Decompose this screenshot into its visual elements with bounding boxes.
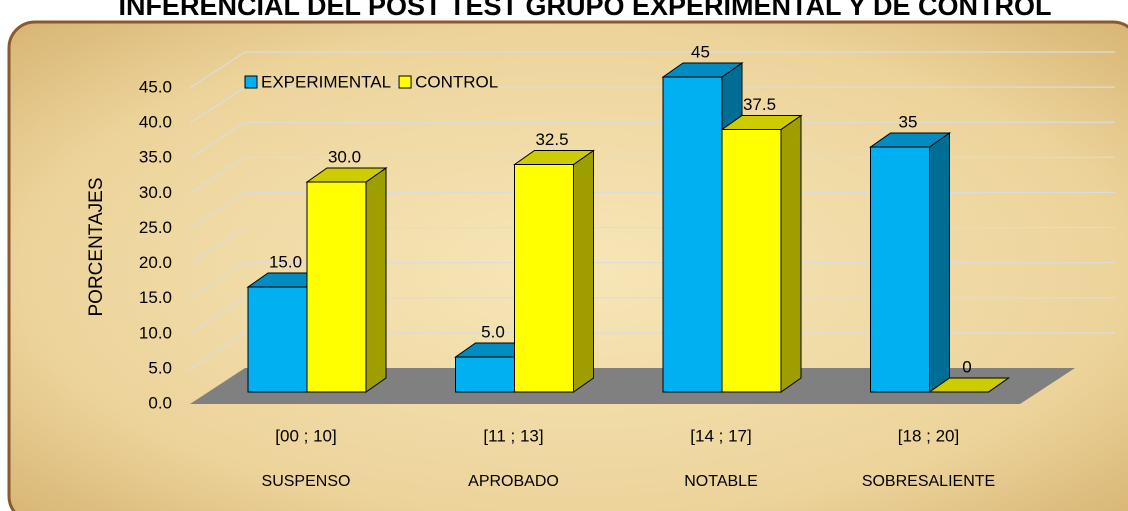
x-category-name: SUSPENSO — [262, 473, 351, 490]
bar — [870, 146, 930, 393]
grid-line — [189, 262, 1115, 300]
legend-swatch — [244, 75, 258, 89]
y-tick-label: 10.0 — [139, 323, 172, 342]
grid-line — [189, 156, 1115, 194]
bar-side — [929, 132, 950, 393]
bar — [662, 76, 723, 393]
chart-title: INFERENCIAL DEL POST TEST GRUPO EXPERIME… — [118, 0, 1051, 21]
value-label: 5.0 — [481, 322, 505, 341]
value-label: 15.0 — [269, 252, 302, 271]
grid-line — [189, 121, 1115, 159]
bar-side — [573, 149, 594, 393]
x-category-name: NOTABLE — [684, 473, 758, 490]
grid-line — [189, 191, 1115, 229]
grid-line — [189, 226, 1115, 265]
y-tick-label: 15.0 — [139, 288, 172, 307]
grid-line — [189, 332, 1115, 370]
bar — [455, 356, 515, 393]
bar-top — [927, 377, 1011, 393]
floor — [190, 368, 1075, 404]
bar — [514, 164, 574, 393]
x-tick-label: [14 ; 17] — [690, 426, 751, 445]
y-tick-label: 35.0 — [139, 148, 172, 167]
value-label: 30.0 — [328, 147, 361, 166]
value-label: 45 — [691, 42, 710, 61]
x-tick-label: [00 ; 10] — [275, 426, 336, 445]
x-tick-label: [11 ; 13] — [483, 426, 543, 445]
y-tick-label: 40.0 — [139, 113, 172, 132]
bar-side — [780, 114, 802, 393]
bar-side — [365, 167, 387, 393]
bar — [247, 286, 308, 393]
y-axis-title: PORCENTAJES — [86, 177, 107, 316]
y-tick-label: 45.0 — [139, 77, 172, 96]
y-tick-label: 5.0 — [148, 358, 172, 377]
value-label: 0 — [962, 357, 971, 376]
legend-label: CONTROL — [415, 72, 498, 91]
grid-line — [189, 297, 1115, 335]
x-category-name: SOBRESALIENTE — [862, 473, 995, 490]
y-tick-label: 30.0 — [139, 183, 172, 202]
grid-line — [189, 51, 1115, 89]
legend-swatch — [398, 75, 412, 89]
bar — [721, 129, 782, 393]
y-tick-label: 25.0 — [139, 218, 172, 237]
legend-label: EXPERIMENTAL — [261, 72, 391, 91]
y-tick-label: 20.0 — [139, 253, 172, 272]
y-tick-label: 0.0 — [148, 393, 172, 412]
bar — [306, 181, 367, 393]
value-label: 35 — [899, 112, 918, 131]
value-label: 32.5 — [535, 130, 568, 149]
x-category-name: APROBADO — [468, 473, 559, 490]
value-label: 37.5 — [743, 95, 776, 114]
x-tick-label: [18 ; 20] — [898, 426, 959, 445]
